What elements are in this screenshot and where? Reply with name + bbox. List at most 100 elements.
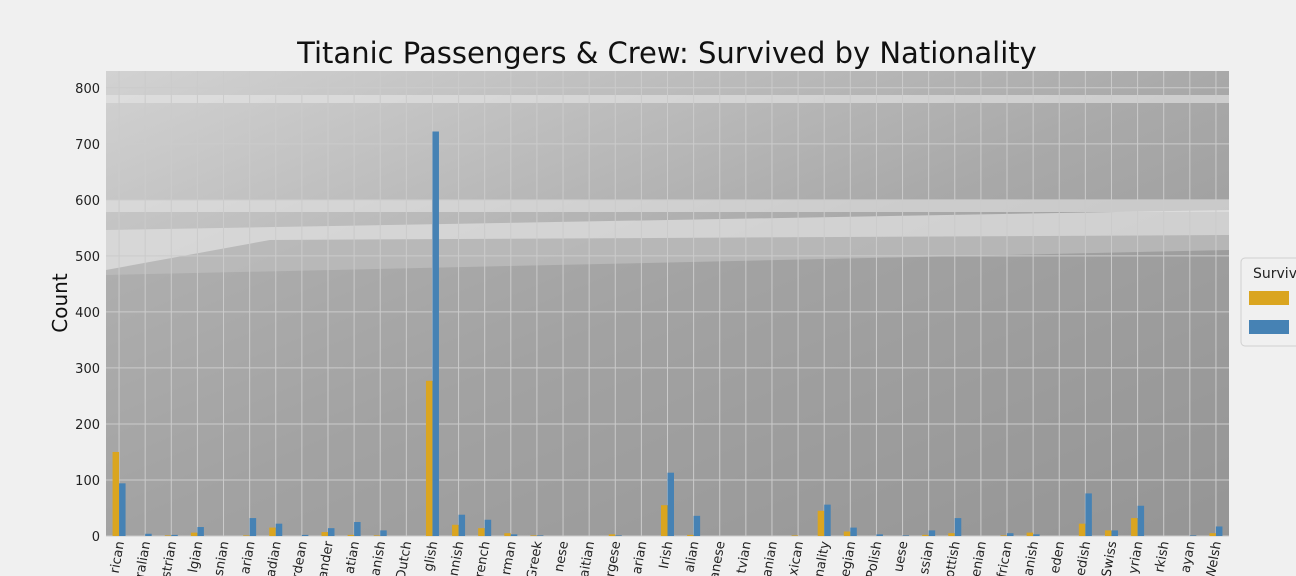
y-tick-label: 200 — [75, 418, 100, 433]
legend-title: Surviv — [1253, 266, 1296, 282]
x-tick-label: yrian — [1126, 540, 1146, 575]
x-tick-label: nese — [552, 540, 572, 573]
bar-series-1 — [373, 535, 381, 536]
x-tick-label: anish — [368, 540, 389, 576]
bar-series-1 — [504, 533, 511, 536]
bar-series-1 — [269, 527, 276, 536]
grid-lines — [106, 71, 1229, 537]
bar-series-2 — [1085, 493, 1092, 536]
legend-swatch-series-1 — [1249, 291, 1289, 305]
x-tick-label: frican — [995, 540, 1016, 576]
bar-series-1 — [1209, 533, 1216, 536]
bar-series-1 — [452, 524, 459, 536]
bar-series-2 — [1033, 534, 1040, 536]
x-tick-label: Welsh — [1203, 540, 1224, 576]
bar-series-2 — [197, 527, 204, 536]
bar-series-2 — [327, 528, 335, 536]
bar-series-1 — [321, 532, 328, 536]
bar-series-2 — [615, 535, 622, 536]
bar-series-2 — [1189, 535, 1197, 536]
bar-series-2 — [667, 472, 674, 536]
x-tick-label: nnish — [447, 540, 468, 576]
bar-series-2 — [1137, 505, 1145, 536]
x-tick-label: anian — [760, 540, 781, 576]
x-tick-label: rican — [108, 540, 128, 574]
x-tick-label: rdean — [290, 540, 311, 576]
x-tick-label: aitian — [577, 540, 598, 576]
x-tick-labels: rican ralian strian lgian snian arian adian rde… — [108, 539, 1225, 576]
x-tick-label: ottish — [943, 540, 964, 576]
x-tick-label: rench — [472, 540, 493, 576]
bars — [112, 131, 1223, 536]
bar-series-1 — [1078, 523, 1086, 536]
bar-series-2 — [536, 535, 544, 536]
bar-series-1 — [347, 534, 355, 536]
bar-series-2 — [902, 535, 910, 536]
bar-series-1 — [164, 535, 172, 536]
y-tick-label: 600 — [75, 194, 100, 209]
bar-series-1 — [608, 534, 616, 536]
x-tick-label: xican — [786, 540, 807, 576]
x-tick-label: arian — [630, 540, 651, 575]
chart-title: Titanic Passengers & Crew: Survived by N… — [296, 36, 1037, 70]
bar-series-1 — [478, 528, 485, 536]
x-tick-label: enian — [969, 540, 990, 576]
x-tick-label: strian — [159, 540, 180, 576]
bar-series-1 — [425, 380, 433, 536]
x-tick-label: atian — [343, 540, 363, 575]
bar-series-1 — [243, 535, 250, 536]
x-tick-label: tvian — [734, 540, 754, 575]
bar-series-2 — [1111, 530, 1118, 536]
x-tick-label: ander — [316, 539, 337, 576]
bar-series-2 — [249, 518, 257, 536]
bar-series-2 — [119, 483, 126, 536]
y-tick-label: 300 — [75, 362, 100, 377]
bar-series-2 — [484, 519, 492, 536]
bar-series-2 — [145, 533, 152, 536]
bar-series-1 — [1000, 535, 1008, 536]
bar-series-2 — [301, 534, 309, 536]
bar-series-2 — [954, 518, 962, 536]
bar-series-2 — [380, 530, 387, 536]
bar-series-2 — [171, 534, 178, 536]
bar-series-2 — [876, 534, 883, 536]
x-tick-label: arian — [238, 540, 259, 575]
x-tick-label: Greek — [524, 540, 546, 576]
bar-series-1 — [922, 534, 929, 536]
y-tick-label: 700 — [75, 138, 100, 153]
bar-series-2 — [510, 534, 518, 536]
y-tick-labels: 0 100 200 300 400 500 600 700 800 — [75, 82, 100, 545]
y-tick-label: 0 — [92, 530, 100, 545]
x-tick-label: eden — [1048, 540, 1068, 575]
x-tick-label: Polish — [864, 540, 885, 576]
legend: Surviv — [1240, 257, 1296, 347]
bar-series-2 — [458, 514, 466, 536]
x-tick-label: Dutch — [394, 540, 415, 576]
legend-swatch-series-2 — [1249, 320, 1289, 334]
bar-series-1 — [687, 534, 694, 536]
bar-series-2 — [693, 515, 701, 536]
x-tick-label: rgese — [603, 540, 624, 576]
x-tick-label: ayan — [1178, 540, 1198, 574]
bar-series-2 — [275, 523, 283, 536]
bar-series-2 — [1007, 533, 1014, 536]
bar-series-1 — [791, 535, 799, 536]
y-tick-label: 100 — [75, 474, 100, 489]
y-tick-label: 400 — [75, 306, 100, 321]
x-tick-label: rman — [499, 540, 520, 576]
x-tick-label: anish — [1021, 540, 1042, 576]
x-tick-label: nality — [812, 540, 833, 576]
bar-series-1 — [843, 531, 851, 536]
bar-series-2 — [354, 521, 361, 536]
x-tick-label: egian — [838, 540, 859, 576]
x-tick-label: uese — [891, 540, 911, 573]
bar-series-1 — [190, 532, 198, 536]
bar-series-1 — [112, 451, 120, 536]
bar-series-1 — [817, 510, 825, 536]
x-tick-label: lgian — [186, 540, 206, 574]
bar-series-2 — [928, 530, 936, 536]
y-tick-label: 800 — [75, 82, 100, 97]
x-tick-label: Irish — [657, 540, 677, 570]
y-axis-label: Count — [48, 273, 72, 333]
